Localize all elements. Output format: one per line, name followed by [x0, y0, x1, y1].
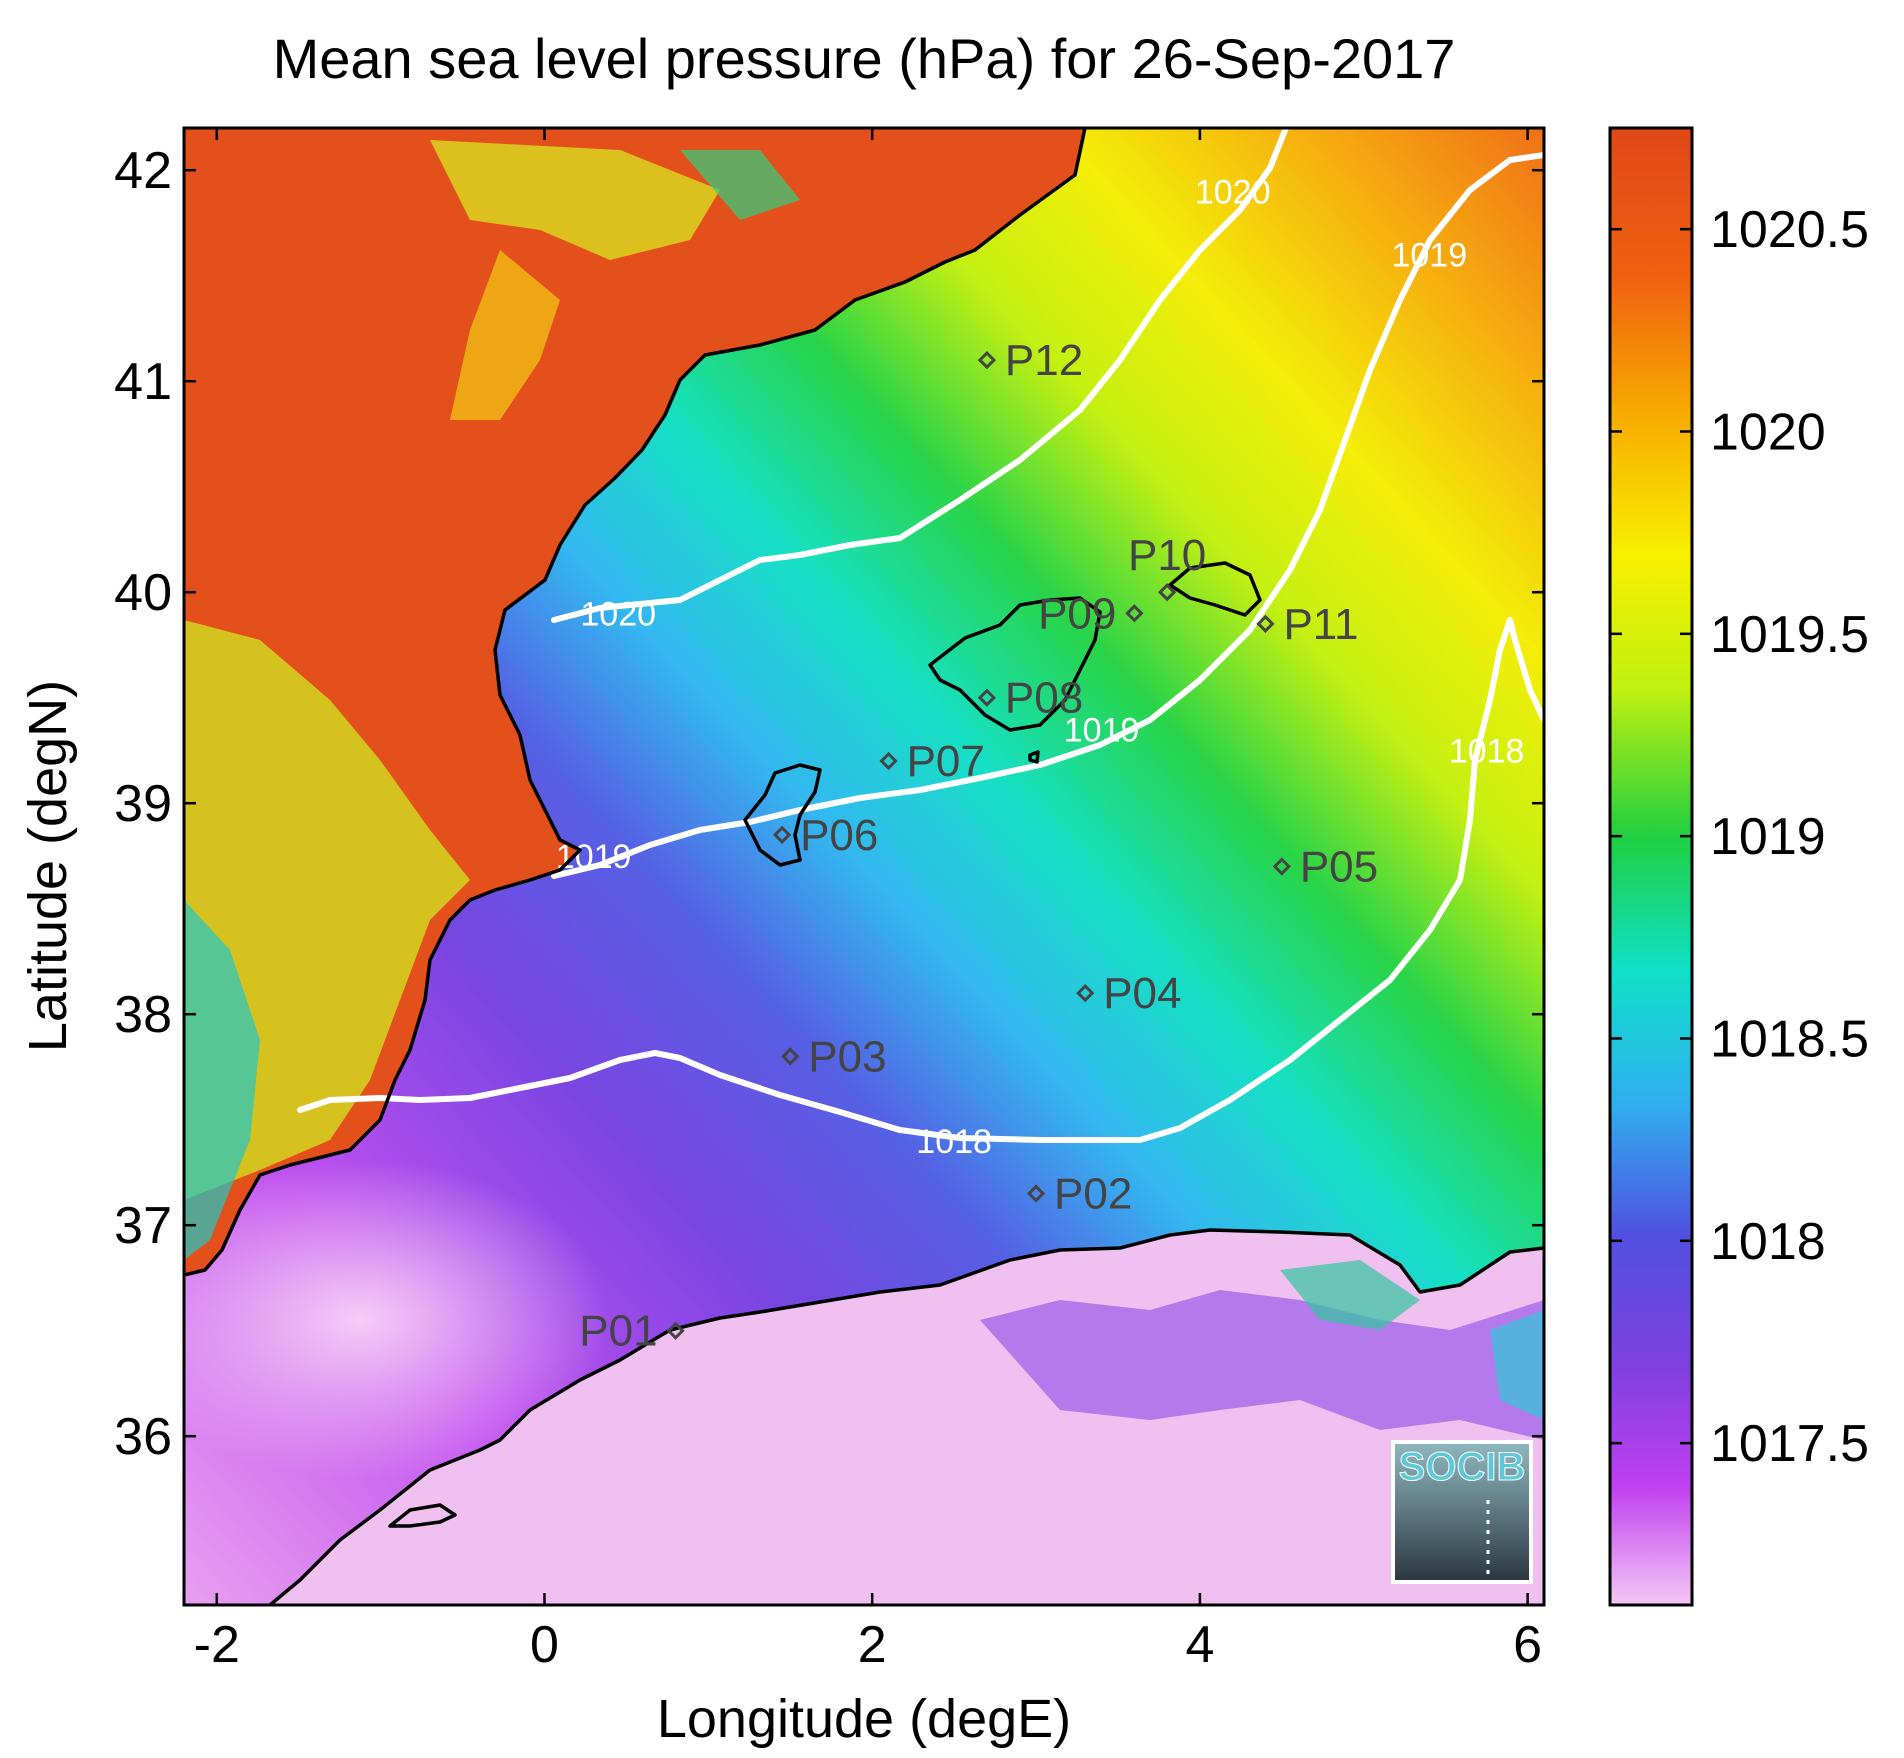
station-marker [879, 751, 898, 771]
contour-label-1020: 1020 [580, 595, 656, 633]
station-label: P11 [1283, 600, 1358, 649]
station-marker [666, 1321, 685, 1340]
station-p10[interactable]: P10 [1128, 531, 1206, 602]
station-marker [1026, 1184, 1046, 1203]
station-p07[interactable]: P07 [879, 737, 985, 786]
contour-1020 [551, 128, 1289, 623]
x-tick-label: -2 [194, 1616, 240, 1674]
socib-logo: SOCIB [1391, 1440, 1533, 1584]
iberia-land-north-valley [430, 140, 720, 260]
station-p01[interactable]: P01 [579, 1307, 685, 1356]
colorbar-ticks: 1017.5 1018 1018.5 1019 1019.5 1020 1020.5 [1610, 201, 1869, 1473]
station-label: P04 [1103, 969, 1181, 1018]
colorbar [1608, 126, 1694, 1607]
iberia-land-green-patch [680, 150, 800, 220]
low-pressure-blob [184, 1160, 610, 1480]
colorbar-tick-label: 1018 [1710, 1213, 1826, 1271]
y-tick-label: 42 [114, 142, 172, 200]
x-axis-ticks: -2 0 2 4 6 [194, 128, 1542, 1674]
station-label: P12 [1005, 336, 1083, 385]
station-p09[interactable]: P09 [1038, 589, 1144, 638]
cabrera-island [1028, 750, 1040, 764]
contour-label-1019: 1019 [1064, 711, 1140, 749]
station-label: P09 [1038, 589, 1116, 638]
contour-label-1018: 1018 [916, 1123, 992, 1161]
x-tick-label: 0 [530, 1616, 559, 1674]
chart-title: Mean sea level pressure (hPa) for 26-Sep… [273, 27, 1456, 90]
colorbar-tick-label: 1020.5 [1710, 201, 1869, 259]
y-tick-label: 40 [114, 564, 172, 622]
station-marker [772, 825, 792, 844]
station-label: P05 [1300, 843, 1378, 892]
station-p04[interactable]: P04 [1076, 969, 1182, 1018]
y-tick-label: 36 [114, 1408, 172, 1466]
station-marker [781, 1047, 800, 1066]
north-africa-green-patch [1280, 1260, 1420, 1330]
plot-frame [182, 126, 1546, 1607]
station-p12[interactable]: P12 [977, 336, 1083, 385]
iberia-land-south [184, 900, 260, 1260]
station-marker [1272, 857, 1291, 876]
colorbar-tick-label: 1019 [1710, 808, 1826, 866]
menorca-island [1168, 561, 1262, 617]
iberia-land [184, 128, 1085, 1275]
iberia-coastline [184, 128, 1087, 1277]
station-p11[interactable]: P11 [1256, 600, 1358, 649]
station-p03[interactable]: P03 [781, 1032, 887, 1081]
colorbar-tick-label: 1017.5 [1710, 1415, 1869, 1473]
contour-label-1019: 1019 [1391, 237, 1467, 275]
contour-1019 [551, 152, 1544, 879]
station-label: P07 [907, 737, 985, 786]
y-axis-ticks: 36 37 38 39 40 41 42 [114, 142, 1544, 1466]
y-axis-label: Latitude (degN) [18, 680, 78, 1052]
x-tick-label: 4 [1185, 1616, 1214, 1674]
station-label: P03 [808, 1032, 886, 1081]
station-label: P10 [1128, 531, 1206, 580]
contour-label-1018: 1018 [1449, 732, 1525, 770]
colorbar-tick-label: 1019.5 [1710, 606, 1869, 664]
station-label: P06 [800, 811, 878, 860]
y-tick-label: 38 [114, 986, 172, 1044]
x-axis-label: Longitude (degE) [657, 1689, 1071, 1749]
contour-label-1020: 1020 [1195, 173, 1271, 211]
station-marker [1256, 614, 1275, 633]
mallorca-island [928, 596, 1102, 732]
y-tick-label: 41 [114, 353, 172, 411]
station-p06[interactable]: P06 [772, 811, 878, 860]
ibiza-island [743, 763, 822, 867]
station-marker [977, 688, 997, 707]
x-tick-label: 6 [1513, 1616, 1542, 1674]
north-africa-coastline [268, 1228, 1544, 1605]
y-tick-label: 39 [114, 775, 172, 833]
iberia-land-yellow-patch [450, 250, 560, 420]
station-p08[interactable]: P08 [977, 674, 1083, 723]
station-marker [977, 350, 997, 370]
station-marker [1158, 583, 1177, 602]
coast-small-inlet [388, 1503, 457, 1528]
north-africa-relief [980, 1290, 1544, 1440]
station-marker [1076, 983, 1095, 1003]
x-tick-label: 2 [858, 1616, 887, 1674]
station-label: P02 [1054, 1170, 1132, 1219]
station-label: P01 [579, 1307, 657, 1356]
north-africa-cyan-patch [1490, 1310, 1544, 1420]
y-tick-label: 37 [114, 1197, 172, 1255]
station-p05[interactable]: P05 [1272, 843, 1378, 892]
socib-logo-text: SOCIB [1399, 1445, 1526, 1489]
colorbar-tick-label: 1018.5 [1710, 1010, 1869, 1068]
station-marker [1125, 604, 1144, 623]
station-label: P08 [1005, 674, 1083, 723]
colorbar-tick-label: 1020 [1710, 403, 1826, 461]
contour-1018 [297, 617, 1544, 1143]
station-p02[interactable]: P02 [1026, 1170, 1132, 1219]
